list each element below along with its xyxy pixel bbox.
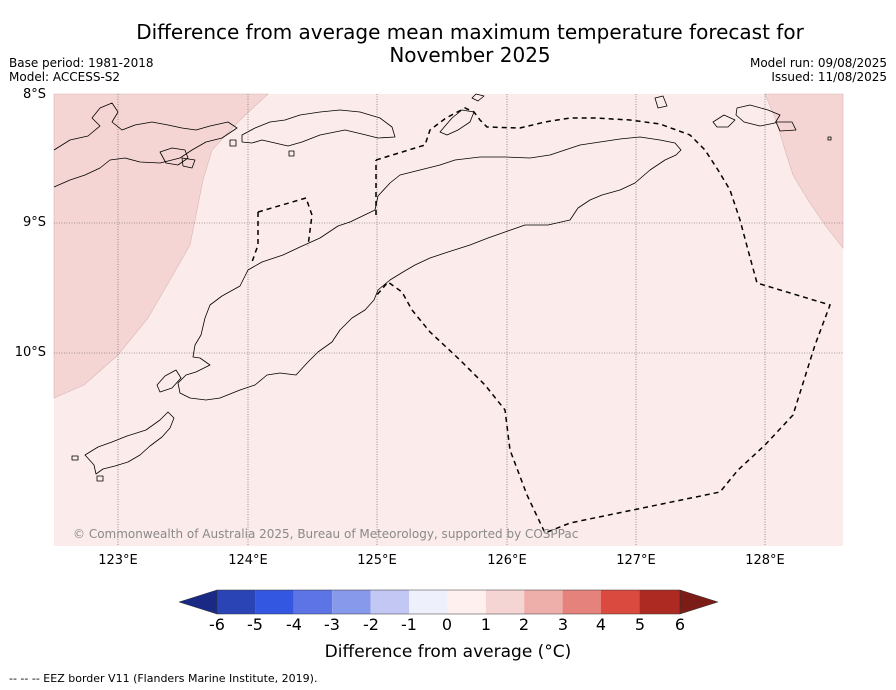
colorbar-seg-m2-m1 [370,590,409,614]
lat-label-10s: 10°S [14,345,46,360]
coastline-small-islands-2 [181,157,196,169]
cbar-tick-4: 4 [595,615,607,634]
colorbar-label: Difference from average (°C) [324,642,572,662]
eez-border-west-2 [257,197,313,247]
lon-label-123e: 123°E [98,553,138,568]
cbar-tick-m6: -6 [209,615,225,634]
colorbar-extend-high [679,589,719,615]
coastline-savu [71,455,79,461]
colorbar-seg-4-5 [601,590,640,614]
colorbar-seg-0-1 [447,590,486,614]
cbar-tick-3: 3 [557,615,569,634]
cbar-tick-1: 1 [480,615,492,634]
colorbar-seg-5-6 [639,590,680,614]
coastline-small-islands-3 [229,139,237,147]
map-title-line2: November 2025 [389,43,551,67]
base-period: Base period: 1981-2018 [9,56,154,70]
coastline-wetar [439,109,475,136]
lat-label-9s: 9°S [22,215,46,230]
coastline-rote [84,411,175,475]
coastline-moa [712,114,736,128]
model-name: Model: ACCESS-S2 [9,70,121,84]
colorbar-seg-m6-m5 [217,590,256,614]
anomaly-band-1-2-east [764,93,844,249]
cbar-tick-6: 6 [674,615,686,634]
lon-label-128e: 128°E [745,553,785,568]
coastline-semau [156,369,182,393]
cbar-tick-m5: -5 [247,615,263,634]
coastline-small-islands-4 [288,150,295,157]
cbar-tick-0: 0 [441,615,453,634]
coastline-wetar-2 [471,93,485,102]
cbar-tick-2: 2 [518,615,530,634]
coastline-timor [177,136,682,401]
coastline-islet-east [827,136,832,141]
copyright-notice: © Commonwealth of Australia 2025, Bureau… [73,527,579,541]
colorbar-extend-low [178,589,218,615]
colorbar-seg-3-4 [562,590,601,614]
coastline-alor [241,109,396,147]
colorbar-frame [216,589,681,615]
anomaly-band-1-2-west [53,93,269,399]
colorbar-seg-m5-m4 [255,590,294,614]
model-run: Model run: 09/08/2025 [749,56,887,70]
coastline-lakor [735,104,781,127]
lon-label-125e: 125°E [357,553,397,568]
coastline-ndao [96,475,104,482]
map-title-line1: Difference from average mean maximum tem… [136,20,804,44]
coastline-leti [654,95,668,109]
cbar-tick-5: 5 [634,615,646,634]
colorbar-seg-m3-m2 [332,590,371,614]
colorbar-seg-2-3 [524,590,563,614]
lon-label-127e: 127°E [616,553,656,568]
lon-label-124e: 124°E [228,553,268,568]
colorbar-seg-m1-0 [409,590,448,614]
coastline-sermata [775,121,797,132]
cbar-tick-m3: -3 [324,615,340,634]
colorbar [178,589,719,615]
eez-footnote: -- -- -- EEZ border V11 (Flanders Marine… [9,672,318,685]
coastline-small-islands-1 [159,147,189,166]
eez-border-west [251,212,259,263]
colorbar-seg-m4-m3 [293,590,333,614]
gridlines [54,94,843,546]
issued-date: Issued: 11/08/2025 [771,70,887,84]
cbar-tick-m4: -4 [286,615,302,634]
cbar-tick-m1: -1 [401,615,417,634]
cbar-tick-m2: -2 [363,615,379,634]
lon-label-126e: 126°E [487,553,527,568]
colorbar-seg-1-2 [485,590,525,614]
lat-label-8s: 8°S [22,87,46,102]
coastline-flores-east [53,102,238,188]
